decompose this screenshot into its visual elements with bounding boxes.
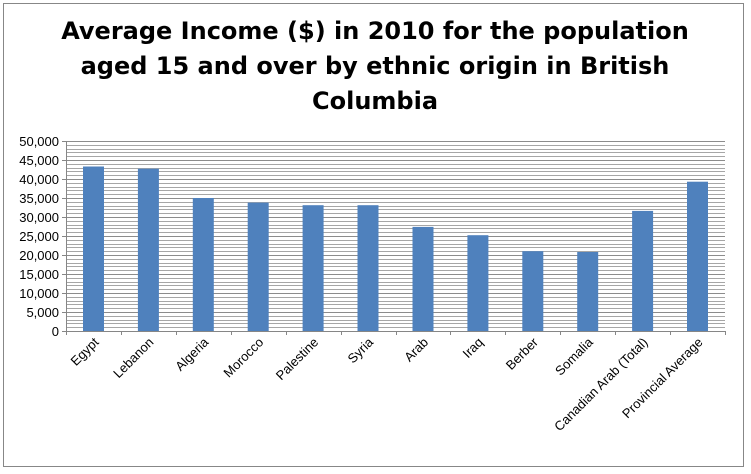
bar-egypt (83, 166, 104, 331)
axes (62, 141, 726, 335)
y-tick-labels: 0 5,000 10,000 15,000 20,000 25,000 30,000 35,0… (19, 134, 59, 339)
x-tick-label: Lebanon (110, 335, 156, 381)
x-tick-label: Algeria (172, 334, 212, 374)
bar-iraq (467, 235, 489, 331)
x-tick-label: Arab (401, 335, 431, 365)
y-tick-label: 35,000 (19, 191, 59, 206)
y-tick-label: 45,000 (19, 153, 59, 168)
y-tick-label: 0 (52, 324, 59, 339)
x-tick-label: Somalia (552, 334, 596, 378)
y-tick-label: 30,000 (19, 210, 59, 225)
y-tick-label: 5,000 (26, 305, 59, 320)
y-tick-label: 50,000 (19, 134, 59, 149)
bar-arab (412, 226, 434, 331)
bar-somalia (577, 252, 599, 331)
bar-algeria (192, 198, 214, 331)
x-tick-label: Iraq (460, 335, 486, 361)
bar-morocco (247, 202, 269, 331)
x-tick-label: Berber (503, 334, 542, 373)
bar-canadian-arab-total (632, 210, 654, 331)
x-tick-label: Syria (345, 334, 377, 366)
bar-lebanon (137, 168, 159, 331)
bars (83, 166, 708, 331)
y-tick-label: 40,000 (19, 172, 59, 187)
y-tick-label: 15,000 (19, 267, 59, 282)
x-tick-label: Canadian Arab (Total) (551, 335, 651, 435)
x-tick-labels: Egypt Lebanon Algeria Morocco Palestine Syria… (68, 334, 706, 434)
x-tick-label: Palestine (273, 335, 321, 383)
bar-syria (357, 205, 379, 331)
y-tick-label: 25,000 (19, 229, 59, 244)
bar-provincial-average (687, 181, 708, 331)
chart-title: Average Income ($) in 2010 for the popul… (61, 17, 689, 115)
x-tick-label: Morocco (220, 335, 266, 381)
bar-berber (522, 251, 544, 331)
gridlines (66, 141, 725, 328)
y-tick-label: 20,000 (19, 248, 59, 263)
y-tick-label: 10,000 (19, 286, 59, 301)
x-tick-label: Egypt (68, 334, 102, 368)
bar-palestine (302, 205, 324, 331)
